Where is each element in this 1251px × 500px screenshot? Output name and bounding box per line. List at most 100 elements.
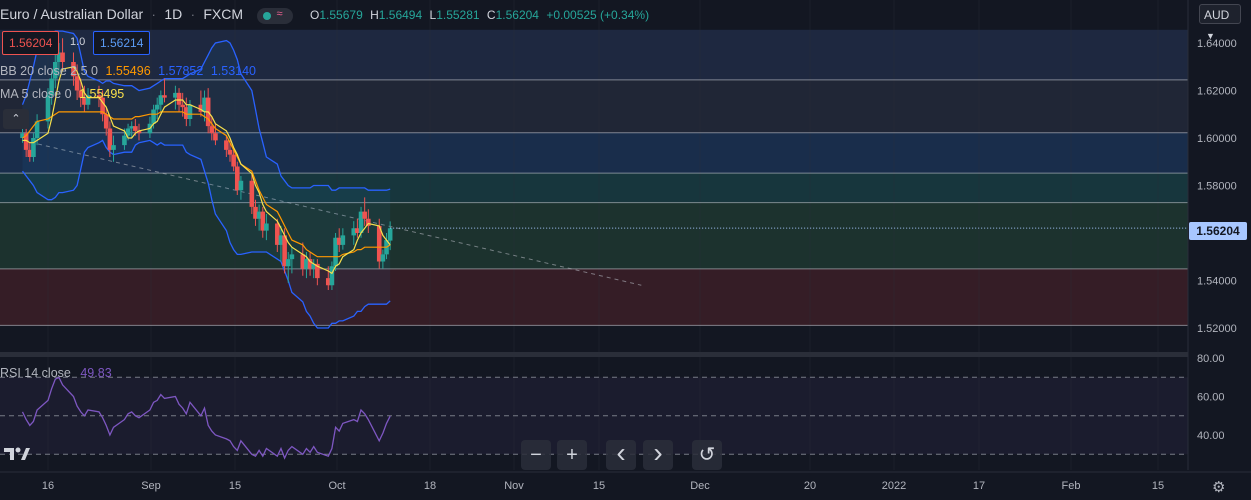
high-label: H bbox=[370, 8, 379, 22]
rsi-line[interactable] bbox=[21, 376, 391, 460]
candle[interactable] bbox=[23, 128, 29, 158]
candle[interactable] bbox=[300, 242, 306, 276]
symbol-legend: Euro / Australian Dollar · 1D · FXCM ≈ O… bbox=[0, 6, 650, 24]
candle[interactable] bbox=[275, 218, 280, 252]
candle[interactable] bbox=[209, 116, 215, 141]
candle[interactable] bbox=[213, 123, 218, 146]
candle[interactable] bbox=[366, 209, 371, 233]
ma-legend[interactable]: MA 5 close 0 1.55495 bbox=[0, 87, 124, 101]
candle[interactable] bbox=[96, 85, 102, 108]
candle[interactable] bbox=[60, 38, 65, 72]
candle[interactable] bbox=[289, 247, 295, 274]
candle[interactable] bbox=[249, 173, 255, 214]
interval-label[interactable]: 1D bbox=[164, 6, 183, 22]
candle[interactable] bbox=[325, 266, 331, 290]
candle[interactable] bbox=[336, 228, 342, 252]
candle[interactable] bbox=[238, 176, 244, 200]
reset-chart-button[interactable]: ↺ bbox=[692, 440, 722, 470]
candle[interactable] bbox=[158, 90, 164, 112]
candle-body bbox=[162, 95, 167, 98]
bb-upper-line[interactable] bbox=[21, 30, 391, 191]
candle[interactable] bbox=[231, 149, 236, 172]
bb-basis-line[interactable] bbox=[22, 111, 391, 258]
scroll-right-button[interactable]: › bbox=[643, 439, 673, 470]
price-axis[interactable] bbox=[1188, 0, 1251, 495]
candle[interactable] bbox=[71, 52, 76, 86]
candle[interactable] bbox=[351, 221, 357, 245]
candle[interactable] bbox=[78, 78, 84, 108]
buy-button[interactable]: 1.56214 bbox=[93, 31, 151, 55]
zoom-out-button[interactable]: − bbox=[521, 440, 551, 470]
rsi-tick-label: 80.00 bbox=[1197, 353, 1225, 365]
candle[interactable] bbox=[256, 204, 262, 231]
candle[interactable] bbox=[311, 259, 317, 279]
candle-body bbox=[311, 263, 317, 269]
time-tick-label: 16 bbox=[42, 480, 54, 492]
candle[interactable] bbox=[103, 107, 109, 136]
price-zone bbox=[0, 132, 1188, 174]
symbol-title[interactable]: Euro / Australian Dollar bbox=[0, 6, 144, 22]
eye-off-icon: ≈ bbox=[276, 7, 283, 20]
candle[interactable] bbox=[107, 121, 113, 157]
candle[interactable] bbox=[340, 228, 346, 250]
candle[interactable] bbox=[180, 92, 185, 117]
bb-legend[interactable]: BB 20 close 2.5 0 1.55496 1.57852 1.5314… bbox=[0, 64, 256, 78]
ma-line[interactable] bbox=[22, 66, 391, 275]
candle[interactable] bbox=[27, 142, 33, 162]
candle[interactable] bbox=[315, 259, 320, 286]
candle[interactable] bbox=[173, 85, 178, 110]
candle[interactable] bbox=[198, 90, 204, 117]
candle[interactable] bbox=[234, 161, 240, 195]
candle[interactable] bbox=[45, 88, 51, 129]
candle[interactable] bbox=[85, 88, 91, 110]
candle[interactable] bbox=[278, 225, 284, 262]
candle[interactable] bbox=[111, 135, 116, 162]
candle[interactable] bbox=[260, 206, 266, 238]
candle-body bbox=[260, 211, 266, 231]
candle[interactable] bbox=[52, 52, 58, 89]
sell-button[interactable]: 1.56204 bbox=[2, 31, 60, 55]
candle[interactable] bbox=[355, 218, 360, 238]
candle[interactable] bbox=[100, 90, 105, 122]
candle[interactable] bbox=[31, 133, 36, 162]
green-dot-icon bbox=[262, 11, 271, 20]
market-status-icon[interactable]: ≈ bbox=[256, 7, 293, 24]
candle[interactable] bbox=[74, 64, 80, 100]
candle[interactable] bbox=[224, 135, 229, 157]
candle-body bbox=[34, 121, 40, 138]
candle-body bbox=[154, 104, 160, 110]
candle-body bbox=[336, 237, 342, 245]
tradingview-logo[interactable] bbox=[2, 444, 32, 464]
scroll-left-button[interactable]: ‹ bbox=[606, 439, 636, 470]
bb-fill bbox=[22, 31, 391, 328]
candle[interactable] bbox=[380, 249, 386, 269]
settings-gear-icon[interactable]: ⚙ bbox=[1212, 479, 1226, 496]
candle[interactable] bbox=[329, 261, 335, 291]
candle-body bbox=[187, 104, 193, 119]
candle[interactable] bbox=[184, 97, 189, 127]
candle[interactable] bbox=[129, 121, 135, 138]
zoom-in-button[interactable]: + bbox=[557, 440, 587, 470]
collapse-legend-icon[interactable]: ⌃ bbox=[3, 109, 29, 129]
candle[interactable] bbox=[285, 252, 291, 283]
currency-selector[interactable]: AUD ▼ bbox=[1199, 4, 1241, 41]
candle[interactable] bbox=[307, 252, 313, 276]
rsi-tick-label: 60.00 bbox=[1197, 392, 1225, 404]
candle-body bbox=[136, 130, 142, 134]
candle-body bbox=[358, 211, 364, 233]
candle[interactable] bbox=[264, 214, 269, 241]
trend-line[interactable] bbox=[22, 139, 642, 286]
candle[interactable] bbox=[154, 97, 160, 119]
candle[interactable] bbox=[362, 197, 367, 226]
candle[interactable] bbox=[162, 78, 167, 103]
time-tick-label: 15 bbox=[593, 480, 605, 492]
rsi-legend[interactable]: RSI 14 close 49.83 bbox=[0, 366, 112, 380]
candle[interactable] bbox=[49, 71, 54, 105]
candle[interactable] bbox=[333, 233, 338, 271]
candle[interactable] bbox=[253, 199, 258, 226]
bb-lower-line[interactable] bbox=[21, 139, 391, 329]
candle[interactable] bbox=[136, 123, 142, 141]
candle[interactable] bbox=[82, 85, 87, 112]
